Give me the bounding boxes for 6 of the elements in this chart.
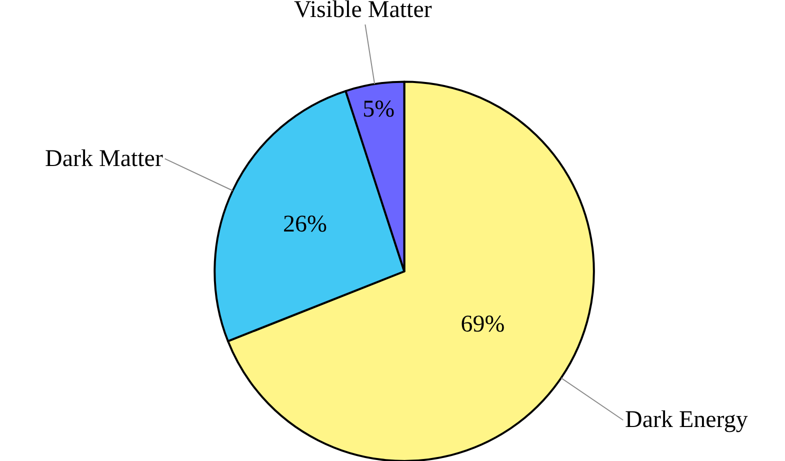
- slice-label: Dark Energy: [625, 407, 748, 433]
- slice-label: Dark Matter: [45, 146, 163, 172]
- data-label: 69%: [460, 312, 505, 338]
- data-label: 26%: [283, 212, 328, 238]
- data-label: 5%: [362, 96, 395, 122]
- slice-label: Visible Matter: [294, 0, 432, 23]
